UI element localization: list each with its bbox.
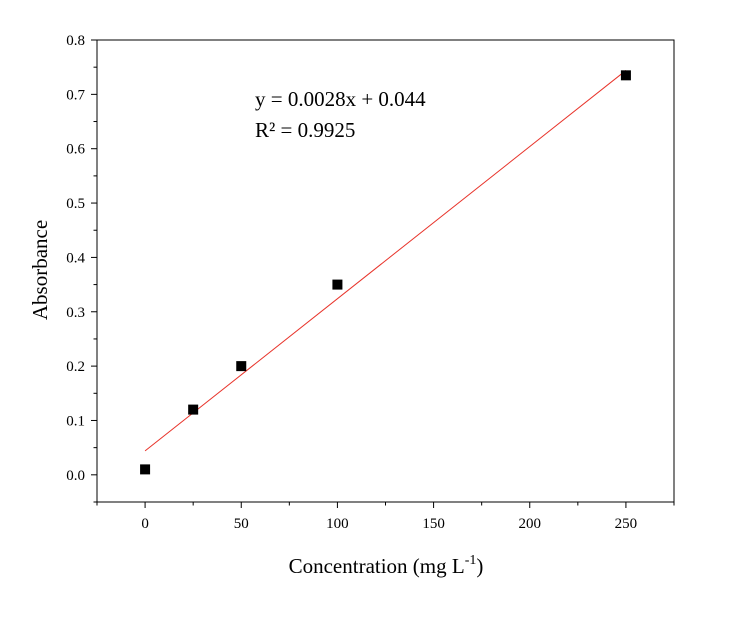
- y-tick-label: 0.5: [66, 196, 85, 212]
- fit-line: [144, 70, 627, 452]
- x-tick-label: 150: [422, 516, 445, 532]
- x-tick-label: 200: [519, 516, 542, 532]
- y-tick-label: 0.8: [66, 33, 85, 49]
- x-axis-tick-labels: 0 50 100 150 200 250: [141, 516, 637, 532]
- y-axis-title: Absorbance: [28, 220, 52, 320]
- x-axis-title-superscript: -1: [465, 553, 477, 568]
- x-axis-title-main: Concentration (mg L: [289, 554, 465, 578]
- y-tick-label: 0.6: [66, 142, 85, 158]
- y-tick-label: 0.0: [66, 468, 85, 484]
- x-axis-ticks: [96, 502, 675, 508]
- x-tick-label: 0: [141, 516, 149, 532]
- y-tick-label: 0.7: [66, 87, 85, 103]
- r-squared: R² = 0.9925: [255, 118, 355, 142]
- data-point: [236, 361, 247, 372]
- data-point: [332, 279, 343, 290]
- data-point: [188, 404, 199, 415]
- x-axis-title-suffix: ): [476, 554, 483, 578]
- x-tick-label: 100: [326, 516, 349, 532]
- y-tick-label: 0.2: [66, 359, 85, 375]
- x-tick-label: 50: [234, 516, 249, 532]
- data-points: [140, 70, 631, 475]
- x-axis-title: Concentration (mg L-1): [289, 553, 484, 578]
- y-axis-tick-labels: 0.0 0.1 0.2 0.3 0.4 0.5 0.6 0.7 0.8: [66, 33, 85, 484]
- data-point: [620, 70, 631, 81]
- y-axis-ticks: [91, 39, 97, 503]
- fit-equation: y = 0.0028x + 0.044: [255, 87, 426, 111]
- y-tick-label: 0.3: [66, 305, 85, 321]
- data-point: [140, 464, 151, 475]
- y-tick-label: 0.1: [66, 413, 85, 429]
- x-tick-label: 250: [615, 516, 638, 532]
- y-tick-label: 0.4: [66, 250, 85, 266]
